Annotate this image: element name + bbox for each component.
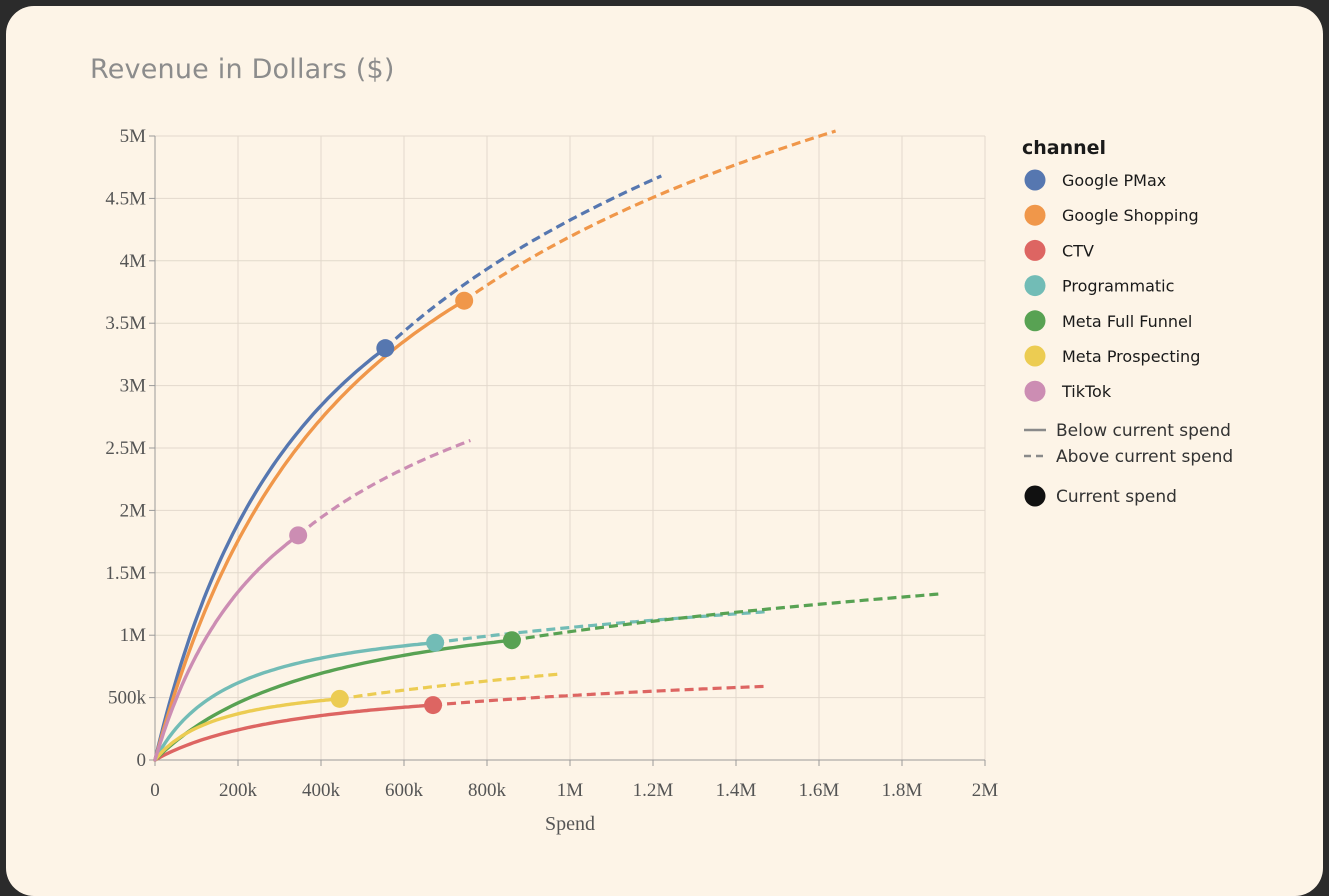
- legend-label-programmatic: Programmatic: [1062, 277, 1174, 296]
- current-spend-point-tiktok: [289, 526, 308, 545]
- series-line-above-tiktok: [297, 438, 471, 537]
- current-spend-point-ctv: [424, 696, 443, 715]
- series-line-above-google-shopping: [463, 129, 837, 303]
- legend-label-google-shopping: Google Shopping: [1062, 206, 1199, 225]
- current-spend-markers: [289, 291, 521, 715]
- y-tick-label: 4.5M: [105, 188, 146, 209]
- series-line-above-programmatic: [434, 609, 770, 645]
- y-tick-label: 2.5M: [105, 438, 146, 459]
- series-line-below-programmatic: [153, 641, 437, 762]
- current-spend-point-meta-full-funnel: [502, 631, 521, 650]
- tick-labels: 0 500k 1M 1.5M 2M 2.5M 3M 3.5M 4M 4.5M 5M 0 200k 400k…: [105, 126, 998, 801]
- series-line-above-meta-prospecting: [339, 672, 562, 701]
- series-line-below-google-shopping: [153, 299, 466, 762]
- series-lines: [153, 129, 940, 762]
- legend-label-tiktok: TikTok: [1061, 382, 1112, 401]
- x-tick-label: 200k: [219, 780, 258, 801]
- legend-swatch-google-pmax: [1024, 169, 1046, 191]
- y-tick-label: 4M: [120, 251, 147, 272]
- series-line-above-google-pmax: [384, 174, 662, 350]
- y-tick-label: 0: [137, 750, 147, 771]
- chart-card: Revenue in Dollars ($) 0 500k 1M 1.5M 2M 2.5M…: [6, 6, 1323, 896]
- y-tick-label: 500k: [108, 688, 147, 709]
- x-axis-title: Spend: [545, 813, 595, 835]
- y-tick-label: 1M: [120, 625, 147, 646]
- x-tick-label: 1.6M: [799, 780, 840, 801]
- legend-label-meta-prospecting: Meta Prospecting: [1062, 347, 1200, 366]
- current-spend-point-meta-prospecting: [330, 689, 349, 708]
- current-spend-point-google-pmax: [376, 339, 395, 358]
- x-tick-label: 400k: [302, 780, 341, 801]
- x-tick-label: 2M: [972, 780, 999, 801]
- chart-title: Revenue in Dollars ($): [90, 54, 395, 85]
- current-spend-point-programmatic: [426, 633, 445, 652]
- legend-swatch-google-shopping: [1024, 204, 1046, 226]
- legend-swatch-meta-prospecting: [1024, 345, 1046, 367]
- x-tick-label: 800k: [468, 780, 507, 801]
- legend-current-spend-dot: [1024, 485, 1046, 507]
- legend-label-below-current: Below current spend: [1056, 421, 1231, 441]
- series-line-below-google-pmax: [153, 346, 387, 762]
- current-spend-point-google-shopping: [455, 291, 474, 310]
- y-tick-label: 2M: [120, 500, 147, 521]
- legend-swatch-ctv: [1024, 239, 1046, 261]
- series-line-below-meta-full-funnel: [153, 638, 514, 762]
- y-tick-label: 3.5M: [105, 313, 146, 334]
- x-tick-label: 1M: [557, 780, 584, 801]
- legend-label-google-pmax: Google PMax: [1062, 171, 1166, 190]
- series-line-below-tiktok: [153, 533, 300, 762]
- legend-label-above-current: Above current spend: [1056, 447, 1233, 467]
- series-line-below-meta-prospecting: [153, 697, 342, 762]
- x-tick-label: 1.2M: [633, 780, 674, 801]
- y-tick-label: 1.5M: [105, 563, 146, 584]
- y-tick-label: 3M: [120, 376, 147, 397]
- y-tick-label: 5M: [120, 126, 147, 147]
- grid: [154, 135, 986, 761]
- x-tick-label: 1.4M: [716, 780, 757, 801]
- legend: channel Google PMax Google Shopping CTV Prog…: [1022, 137, 1233, 507]
- legend-swatch-tiktok: [1024, 380, 1046, 402]
- x-tick-label: 0: [150, 780, 160, 801]
- legend-title: channel: [1022, 137, 1106, 159]
- series-line-above-meta-full-funnel: [511, 592, 940, 642]
- legend-swatch-programmatic: [1024, 275, 1046, 297]
- x-tick-label: 600k: [385, 780, 424, 801]
- series-line-below-ctv: [153, 703, 435, 762]
- axes: [149, 135, 986, 766]
- legend-label-current-spend: Current spend: [1056, 487, 1177, 507]
- series-line-above-ctv: [432, 684, 766, 707]
- legend-swatch-meta-full-funnel: [1024, 310, 1046, 332]
- chart-svg: 0 500k 1M 1.5M 2M 2.5M 3M 3.5M 4M 4.5M 5M 0 200k 400k…: [105, 126, 1233, 835]
- legend-label-meta-full-funnel: Meta Full Funnel: [1062, 312, 1192, 331]
- x-tick-label: 1.8M: [882, 780, 923, 801]
- legend-label-ctv: CTV: [1062, 241, 1094, 260]
